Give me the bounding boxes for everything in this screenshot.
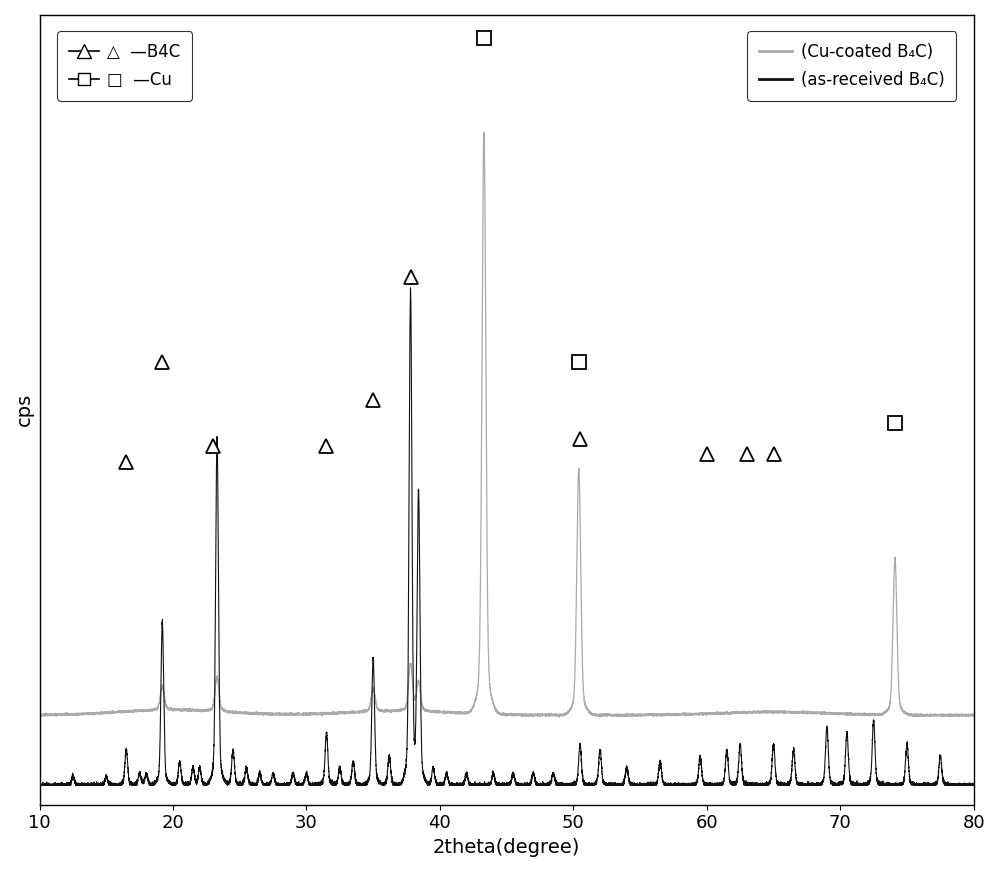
Y-axis label: cps: cps — [15, 393, 34, 426]
Legend: (Cu-coated B₄C), (as-received B₄C): (Cu-coated B₄C), (as-received B₄C) — [747, 31, 956, 100]
X-axis label: 2theta(degree): 2theta(degree) — [433, 838, 580, 857]
